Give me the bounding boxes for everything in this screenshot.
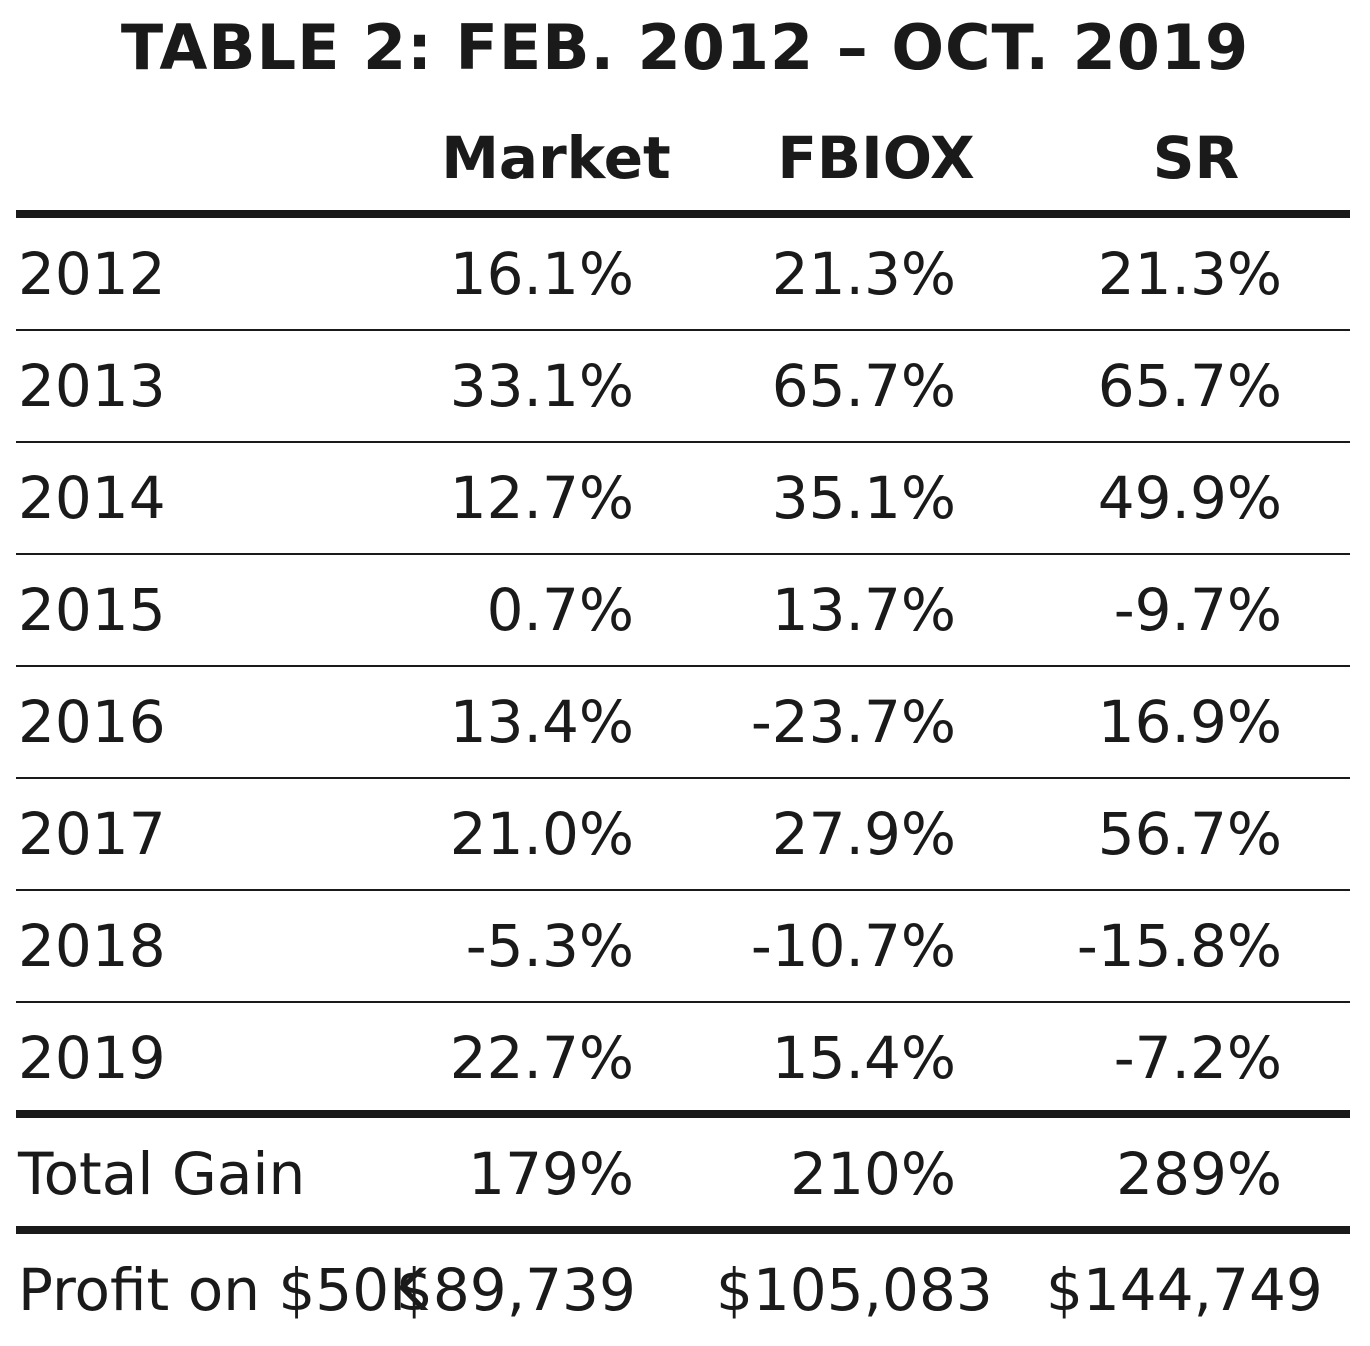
table-title: TABLE 2: FEB. 2012 – OCT. 2019 xyxy=(120,11,1250,84)
cell-sr: 56.7% xyxy=(1097,800,1282,868)
cell-fbiox: 13.7% xyxy=(771,576,956,644)
row-label: 2018 xyxy=(18,912,166,980)
row-label: 2012 xyxy=(18,240,166,308)
cell-fbiox: 27.9% xyxy=(771,800,956,868)
totals-rule xyxy=(16,1110,1350,1118)
cell-fbiox: 21.3% xyxy=(771,240,956,308)
cell-sr: -7.2% xyxy=(1113,1024,1282,1092)
row-label: 2015 xyxy=(18,576,166,644)
row-divider xyxy=(16,441,1350,443)
row-divider xyxy=(16,329,1350,331)
cell-sr: 49.9% xyxy=(1097,464,1282,532)
cell-sr: $144,749 xyxy=(1046,1256,1323,1324)
cell-market: 0.7% xyxy=(486,576,634,644)
cell-sr: 65.7% xyxy=(1097,352,1282,420)
cell-fbiox: -10.7% xyxy=(750,912,956,980)
column-header-market: Market xyxy=(441,124,671,192)
row-label: 2014 xyxy=(18,464,166,532)
column-header-fbiox: FBIOX xyxy=(777,124,975,192)
cell-sr: 289% xyxy=(1116,1140,1282,1208)
cell-market: $89,739 xyxy=(396,1256,636,1324)
cell-fbiox: -23.7% xyxy=(750,688,956,756)
row-divider xyxy=(16,665,1350,667)
cell-fbiox: $105,083 xyxy=(716,1256,993,1324)
table-row: 2014 12.7% 35.1% 49.9% xyxy=(16,442,1350,554)
cell-market: 33.1% xyxy=(449,352,634,420)
row-divider xyxy=(16,553,1350,555)
row-label: Profit on $50K xyxy=(18,1256,428,1324)
row-divider xyxy=(16,889,1350,891)
cell-market: 16.1% xyxy=(449,240,634,308)
total-gain-row: Total Gain 179% 210% 289% xyxy=(16,1118,1350,1230)
cell-market: 12.7% xyxy=(449,464,634,532)
profit-rule xyxy=(16,1226,1350,1234)
cell-market: 22.7% xyxy=(449,1024,634,1092)
table-row: 2019 22.7% 15.4% -7.2% xyxy=(16,1002,1350,1114)
cell-sr: 21.3% xyxy=(1097,240,1282,308)
table-row: 2015 0.7% 13.7% -9.7% xyxy=(16,554,1350,666)
table-header: Market FBIOX SR xyxy=(16,110,1350,206)
row-label: 2016 xyxy=(18,688,166,756)
table-row: 2018 -5.3% -10.7% -15.8% xyxy=(16,890,1350,1002)
row-label: 2019 xyxy=(18,1024,166,1092)
table-row: 2013 33.1% 65.7% 65.7% xyxy=(16,330,1350,442)
cell-sr: 16.9% xyxy=(1097,688,1282,756)
row-label: Total Gain xyxy=(18,1140,306,1208)
cell-fbiox: 35.1% xyxy=(771,464,956,532)
cell-fbiox: 210% xyxy=(790,1140,956,1208)
table-row: 2012 16.1% 21.3% 21.3% xyxy=(16,218,1350,330)
cell-market: -5.3% xyxy=(465,912,634,980)
cell-market: 21.0% xyxy=(449,800,634,868)
cell-sr: -15.8% xyxy=(1076,912,1282,980)
column-header-sr: SR xyxy=(1152,124,1240,192)
table-row: 2016 13.4% -23.7% 16.9% xyxy=(16,666,1350,778)
profit-row: Profit on $50K $89,739 $105,083 $144,749 xyxy=(16,1234,1350,1346)
table-row: 2017 21.0% 27.9% 56.7% xyxy=(16,778,1350,890)
cell-market: 179% xyxy=(468,1140,634,1208)
row-label: 2017 xyxy=(18,800,166,868)
cell-sr: -9.7% xyxy=(1113,576,1282,644)
cell-market: 13.4% xyxy=(449,688,634,756)
row-divider xyxy=(16,777,1350,779)
cell-fbiox: 65.7% xyxy=(771,352,956,420)
row-divider xyxy=(16,1001,1350,1003)
row-label: 2013 xyxy=(18,352,166,420)
header-rule xyxy=(16,210,1350,218)
cell-fbiox: 15.4% xyxy=(771,1024,956,1092)
